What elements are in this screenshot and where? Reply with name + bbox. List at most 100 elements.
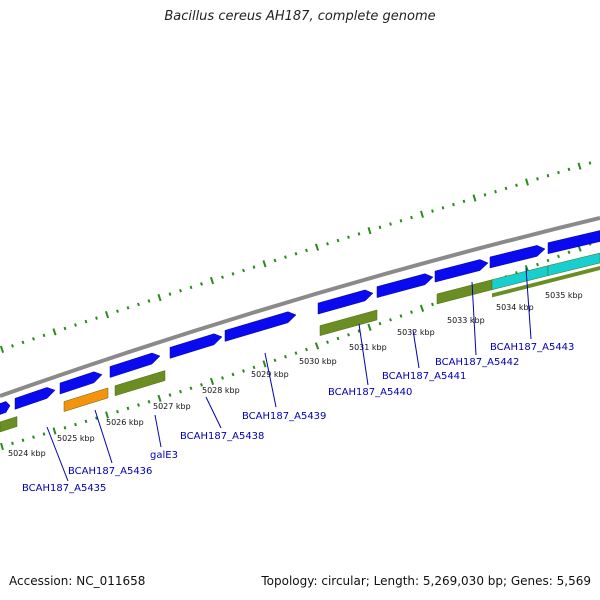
tick-mark — [42, 432, 46, 436]
gene-label: BCAH187_A5441 — [382, 371, 466, 382]
accession-text: Accession: NC_011658 — [9, 574, 146, 588]
tick-mark — [536, 262, 539, 267]
gene-label: BCAH187_A5440 — [328, 387, 412, 398]
tick-mark — [116, 409, 119, 414]
reverse-strand-features — [0, 252, 600, 433]
genome-summary-text: Topology: circular; Length: 5,269,030 bp… — [261, 574, 591, 588]
tick-mark — [63, 326, 67, 331]
gene-label: BCAH187_A5438 — [180, 431, 264, 442]
tick-mark — [63, 426, 67, 430]
map-title: Bacillus cereus AH187, complete genome — [164, 9, 436, 24]
tick-mark — [347, 235, 350, 239]
scale-tick-label: 5024 kbp — [8, 449, 46, 458]
cyan-feature — [547, 252, 600, 276]
tick-mark — [116, 309, 119, 313]
tick-mark — [0, 345, 5, 354]
gene-leader-line — [205, 396, 222, 429]
gene-label: BCAH187_A5436 — [68, 466, 152, 477]
tick-mark — [126, 306, 130, 310]
tick-mark — [32, 435, 35, 439]
tick-mark — [200, 383, 203, 387]
gene-label-lines — [46, 267, 532, 482]
forward-cds-arrow — [109, 352, 161, 378]
backbone-line — [0, 216, 600, 398]
tick-mark — [231, 272, 235, 276]
scale-tick-label: 5031 kbp — [349, 343, 387, 352]
scale-tick-label: 5030 kbp — [299, 357, 337, 366]
tick-mark — [314, 243, 320, 251]
tick-mark — [347, 333, 350, 337]
tick-mark — [483, 193, 487, 197]
tick-mark — [262, 360, 267, 368]
tick-mark — [52, 427, 57, 435]
tick-mark — [95, 316, 98, 320]
tick-mark — [378, 321, 382, 326]
tick-mark — [242, 268, 245, 273]
scale-tick-label: 5028 kbp — [202, 386, 240, 395]
gene-leader-line — [525, 267, 532, 340]
orange-feature — [63, 387, 109, 412]
scale-tick-label: 5033 kbp — [447, 316, 485, 325]
forward-cds-arrow — [376, 273, 434, 298]
forward-cds-arrow — [434, 259, 489, 283]
tick-mark — [431, 209, 434, 213]
reverse-cds-arrow — [492, 266, 600, 298]
tick-mark — [336, 238, 340, 243]
gene-label: BCAH187_A5443 — [490, 342, 574, 353]
tick-mark — [137, 302, 140, 307]
tick-mark — [326, 340, 329, 344]
gene-leader-line — [471, 281, 477, 356]
tick-mark — [221, 376, 224, 380]
tick-mark — [147, 299, 151, 303]
tick-mark — [252, 265, 256, 269]
forward-cds-arrow — [547, 230, 600, 255]
tick-mark — [357, 329, 361, 333]
gene-leader-line — [264, 352, 277, 408]
tick-mark — [284, 354, 287, 359]
tick-mark — [536, 177, 539, 181]
scale-labels: 5024 kbp 5025 kbp 5026 kbp 5027 kbp 5028 kbp… — [8, 291, 583, 458]
tick-mark — [74, 422, 77, 427]
tick-mark — [294, 351, 298, 355]
gene-leader-line — [94, 409, 113, 464]
outer-tick-ruler — [0, 161, 592, 354]
scale-tick-label: 5032 kbp — [397, 328, 435, 337]
tick-mark — [273, 358, 277, 363]
tick-mark — [21, 438, 25, 442]
gene-leader-line — [358, 323, 369, 386]
tick-mark — [419, 304, 425, 312]
tick-mark — [399, 219, 403, 223]
tick-mark — [567, 250, 571, 255]
tick-mark — [147, 399, 151, 404]
tick-mark — [32, 337, 35, 341]
tick-mark — [389, 222, 392, 226]
tick-mark — [84, 419, 88, 424]
tick-mark — [515, 183, 518, 187]
tick-mark — [462, 199, 466, 203]
tick-mark — [431, 302, 434, 307]
scale-tick-label: 5034 kbp — [496, 303, 534, 312]
reverse-cds-arrow — [114, 370, 166, 397]
tick-mark — [525, 178, 529, 186]
gene-label: BCAH187_A5439 — [242, 411, 326, 422]
tick-mark — [179, 389, 182, 394]
tick-mark — [546, 173, 550, 178]
tick-mark — [567, 167, 571, 172]
tick-mark — [126, 406, 130, 411]
tick-mark — [84, 319, 88, 324]
tick-mark — [326, 242, 329, 246]
tick-mark — [273, 258, 277, 263]
tick-mark — [557, 254, 560, 259]
reverse-cds-arrow — [319, 309, 378, 336]
tick-mark — [137, 403, 140, 407]
tick-mark — [577, 162, 582, 170]
forward-cds-arrow — [14, 387, 56, 410]
tick-mark — [104, 310, 110, 319]
forward-cds-arrow — [0, 401, 11, 415]
tick-mark — [367, 227, 372, 235]
forward-cds-arrow — [224, 311, 297, 342]
tick-mark — [420, 210, 424, 218]
gene-labels: BCAH187_A5435BCAH187_A5436galE3BCAH187_A… — [22, 342, 574, 494]
reverse-cds-arrow — [436, 279, 493, 305]
